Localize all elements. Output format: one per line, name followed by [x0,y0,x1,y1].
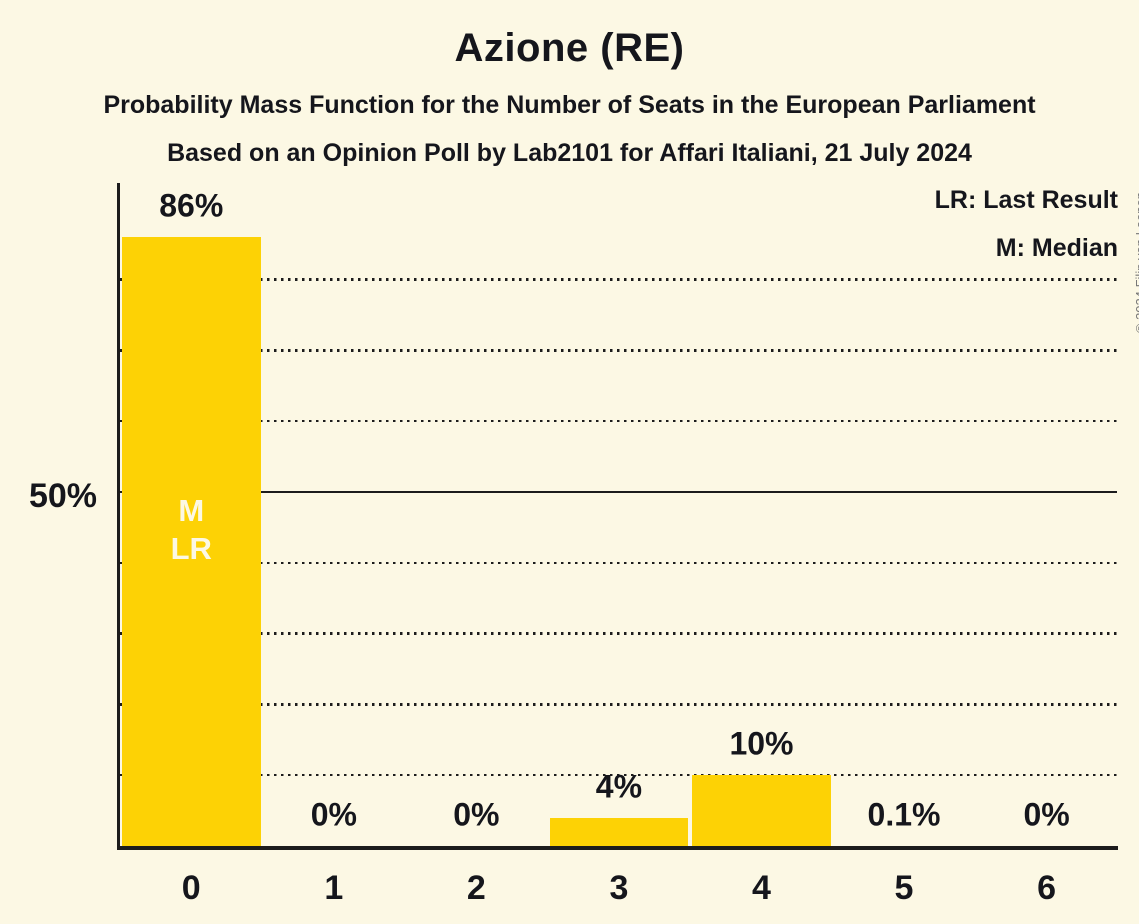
x-axis-line [117,846,1118,850]
legend-last-result: LR: Last Result [934,186,1118,214]
x-tick-label-6: 6 [1037,869,1057,907]
gridline-80pct [120,278,1117,281]
bar-seat-0 [122,237,261,846]
bar-value-label-1: 0% [310,796,357,833]
gridline-70pct [120,349,1117,352]
bar-value-label-6: 0% [1023,796,1070,833]
bar-value-label-0: 86% [159,187,224,224]
legend-median: M: Median [995,234,1118,262]
x-tick-label-4: 4 [752,869,771,907]
bar-value-label-5: 0.1% [867,796,941,833]
gridline-30pct [120,632,1117,635]
bar-seat-4 [692,775,831,846]
bar-value-label-3: 4% [595,768,643,805]
chart-subtitle: Probability Mass Function for the Number… [103,91,1036,119]
copyright-notice: © 2024 Filip van Laenen [1133,192,1139,333]
x-tick-label-2: 2 [466,869,486,907]
bar-seat-3 [549,817,689,846]
bar-value-label-2: 0% [453,796,500,833]
gridline-10pct [120,773,1117,777]
gridline-20pct [120,703,1117,706]
x-tick-label-5: 5 [894,869,914,907]
plot-area: 86% 0 0% 1 0% 2 4% 3 10% 4 0.1% 5 0% 6 M LR [117,183,1118,907]
y-axis-50pct-label: 50% [28,477,98,515]
bar-value-label-4: 10% [729,725,794,762]
median-last-result-annotation: M LR [170,493,212,566]
x-tick-label-3: 3 [609,869,629,907]
y-axis-line [117,183,120,849]
x-tick-label-1: 1 [324,869,344,907]
gridline-40pct [120,561,1117,565]
gridline-60pct [120,419,1117,423]
gridline-50pct [120,490,1117,494]
chart-title: Azione (RE) [454,26,685,70]
x-tick-label-0: 0 [181,869,201,907]
chart-source-line: Based on an Opinion Poll by Lab2101 for … [167,139,972,167]
